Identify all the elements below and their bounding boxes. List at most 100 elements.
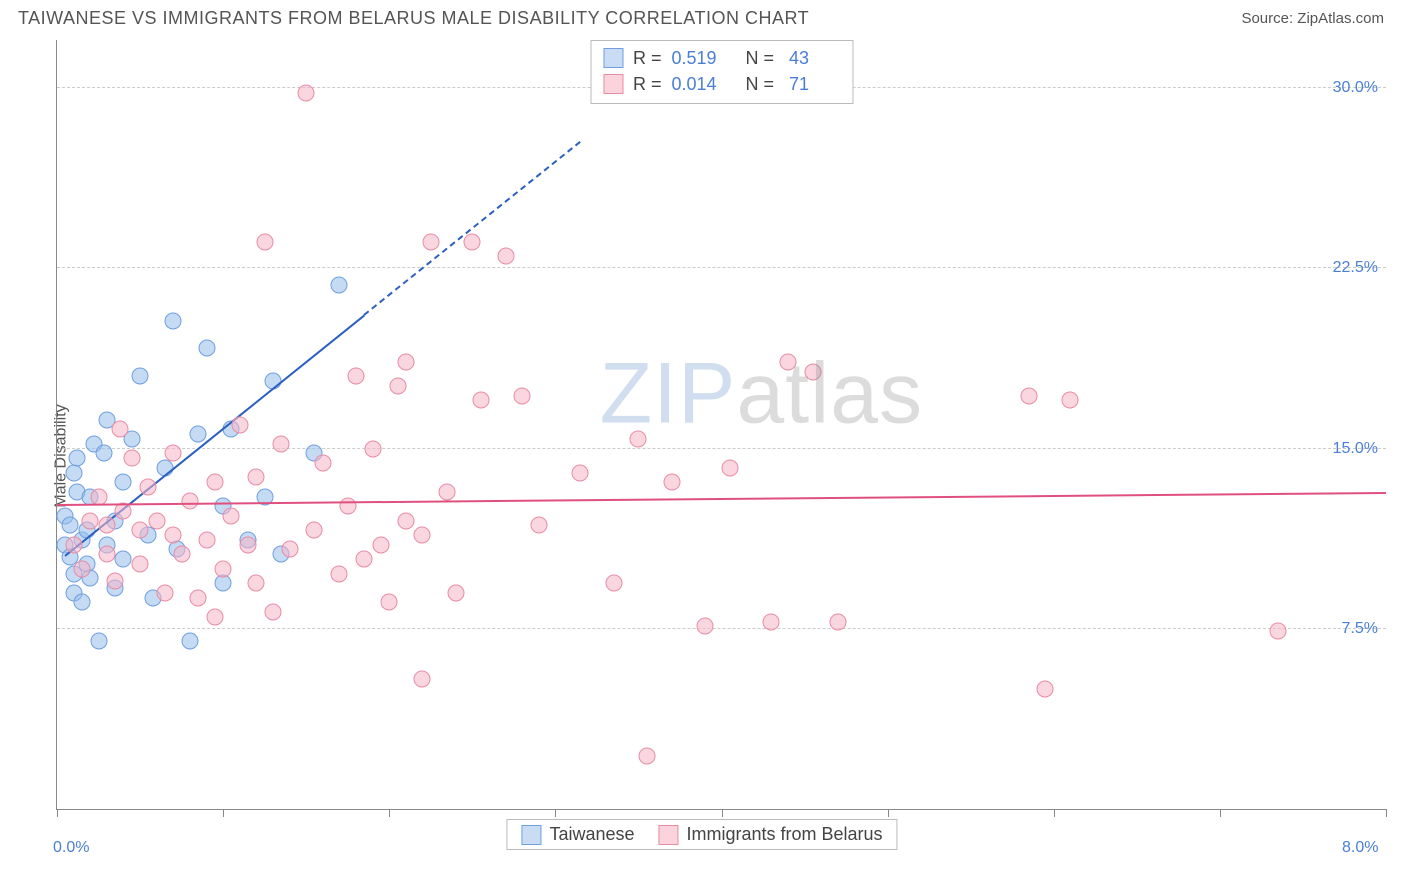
gridline [57,448,1386,449]
gridline [57,628,1386,629]
data-point [132,555,149,572]
data-point [132,522,149,539]
chart-title: TAIWANESE VS IMMIGRANTS FROM BELARUS MAL… [18,8,809,29]
n-value: 43 [784,45,840,71]
data-point [223,507,240,524]
data-point [112,421,129,438]
data-point [98,517,115,534]
data-point [248,469,265,486]
data-point [115,551,132,568]
data-point [514,387,531,404]
data-point [314,454,331,471]
x-tick [57,809,58,817]
data-point [240,536,257,553]
data-point [82,512,99,529]
data-point [65,464,82,481]
data-point [605,575,622,592]
data-point [68,450,85,467]
watermark-atlas: atlas [736,345,923,441]
data-point [1270,623,1287,640]
data-point [90,632,107,649]
data-point [206,474,223,491]
data-point [156,584,173,601]
data-point [65,536,82,553]
data-point [331,277,348,294]
data-point [123,450,140,467]
data-point [447,584,464,601]
data-point [198,339,215,356]
data-point [206,608,223,625]
data-point [256,233,273,250]
data-point [73,594,90,611]
data-point [306,522,323,539]
legend-swatch [603,74,623,94]
data-point [181,493,198,510]
data-point [165,445,182,462]
data-point [1062,392,1079,409]
data-point [779,354,796,371]
data-point [1020,387,1037,404]
data-point [190,589,207,606]
data-point [115,474,132,491]
x-tick [888,809,889,817]
data-point [1037,680,1054,697]
r-value: 0.519 [672,45,728,71]
plot-area: ZIPatlas R =0.519N = 43R =0.014N = 71 7.… [56,40,1386,810]
legend-item: Immigrants from Belarus [659,824,883,845]
gridline [57,267,1386,268]
x-tick-label: 0.0% [53,839,89,857]
watermark: ZIPatlas [600,344,923,443]
n-value: 71 [784,71,840,97]
x-tick [1386,809,1387,817]
data-point [829,613,846,630]
data-point [248,575,265,592]
data-point [198,531,215,548]
data-point [804,363,821,380]
data-point [663,474,680,491]
data-point [630,430,647,447]
data-point [298,84,315,101]
legend-correlation-row: R =0.519N = 43 [603,45,840,71]
data-point [763,613,780,630]
data-point [472,392,489,409]
x-tick [389,809,390,817]
data-point [140,478,157,495]
legend-swatch [521,825,541,845]
trend-line-extrapolated [364,142,581,317]
data-point [414,527,431,544]
data-point [364,440,381,457]
x-tick [1054,809,1055,817]
y-tick-label: 22.5% [1333,259,1378,277]
data-point [190,426,207,443]
data-point [132,368,149,385]
data-point [331,565,348,582]
data-point [348,368,365,385]
data-point [165,527,182,544]
legend-label: Immigrants from Belarus [687,824,883,845]
data-point [397,354,414,371]
legend-item: Taiwanese [521,824,634,845]
data-point [73,560,90,577]
x-tick [555,809,556,817]
data-point [638,748,655,765]
data-point [721,459,738,476]
data-point [422,233,439,250]
legend-correlation: R =0.519N = 43R =0.014N = 71 [590,40,853,104]
data-point [381,594,398,611]
legend-swatch [659,825,679,845]
data-point [148,512,165,529]
data-point [356,551,373,568]
data-point [464,233,481,250]
y-tick-label: 30.0% [1333,79,1378,97]
data-point [497,248,514,265]
data-point [181,632,198,649]
data-point [414,671,431,688]
data-point [90,488,107,505]
r-label: R = [633,71,662,97]
data-point [281,541,298,558]
legend-swatch [603,48,623,68]
data-point [165,313,182,330]
data-point [264,603,281,620]
x-tick [1220,809,1221,817]
legend-label: Taiwanese [549,824,634,845]
